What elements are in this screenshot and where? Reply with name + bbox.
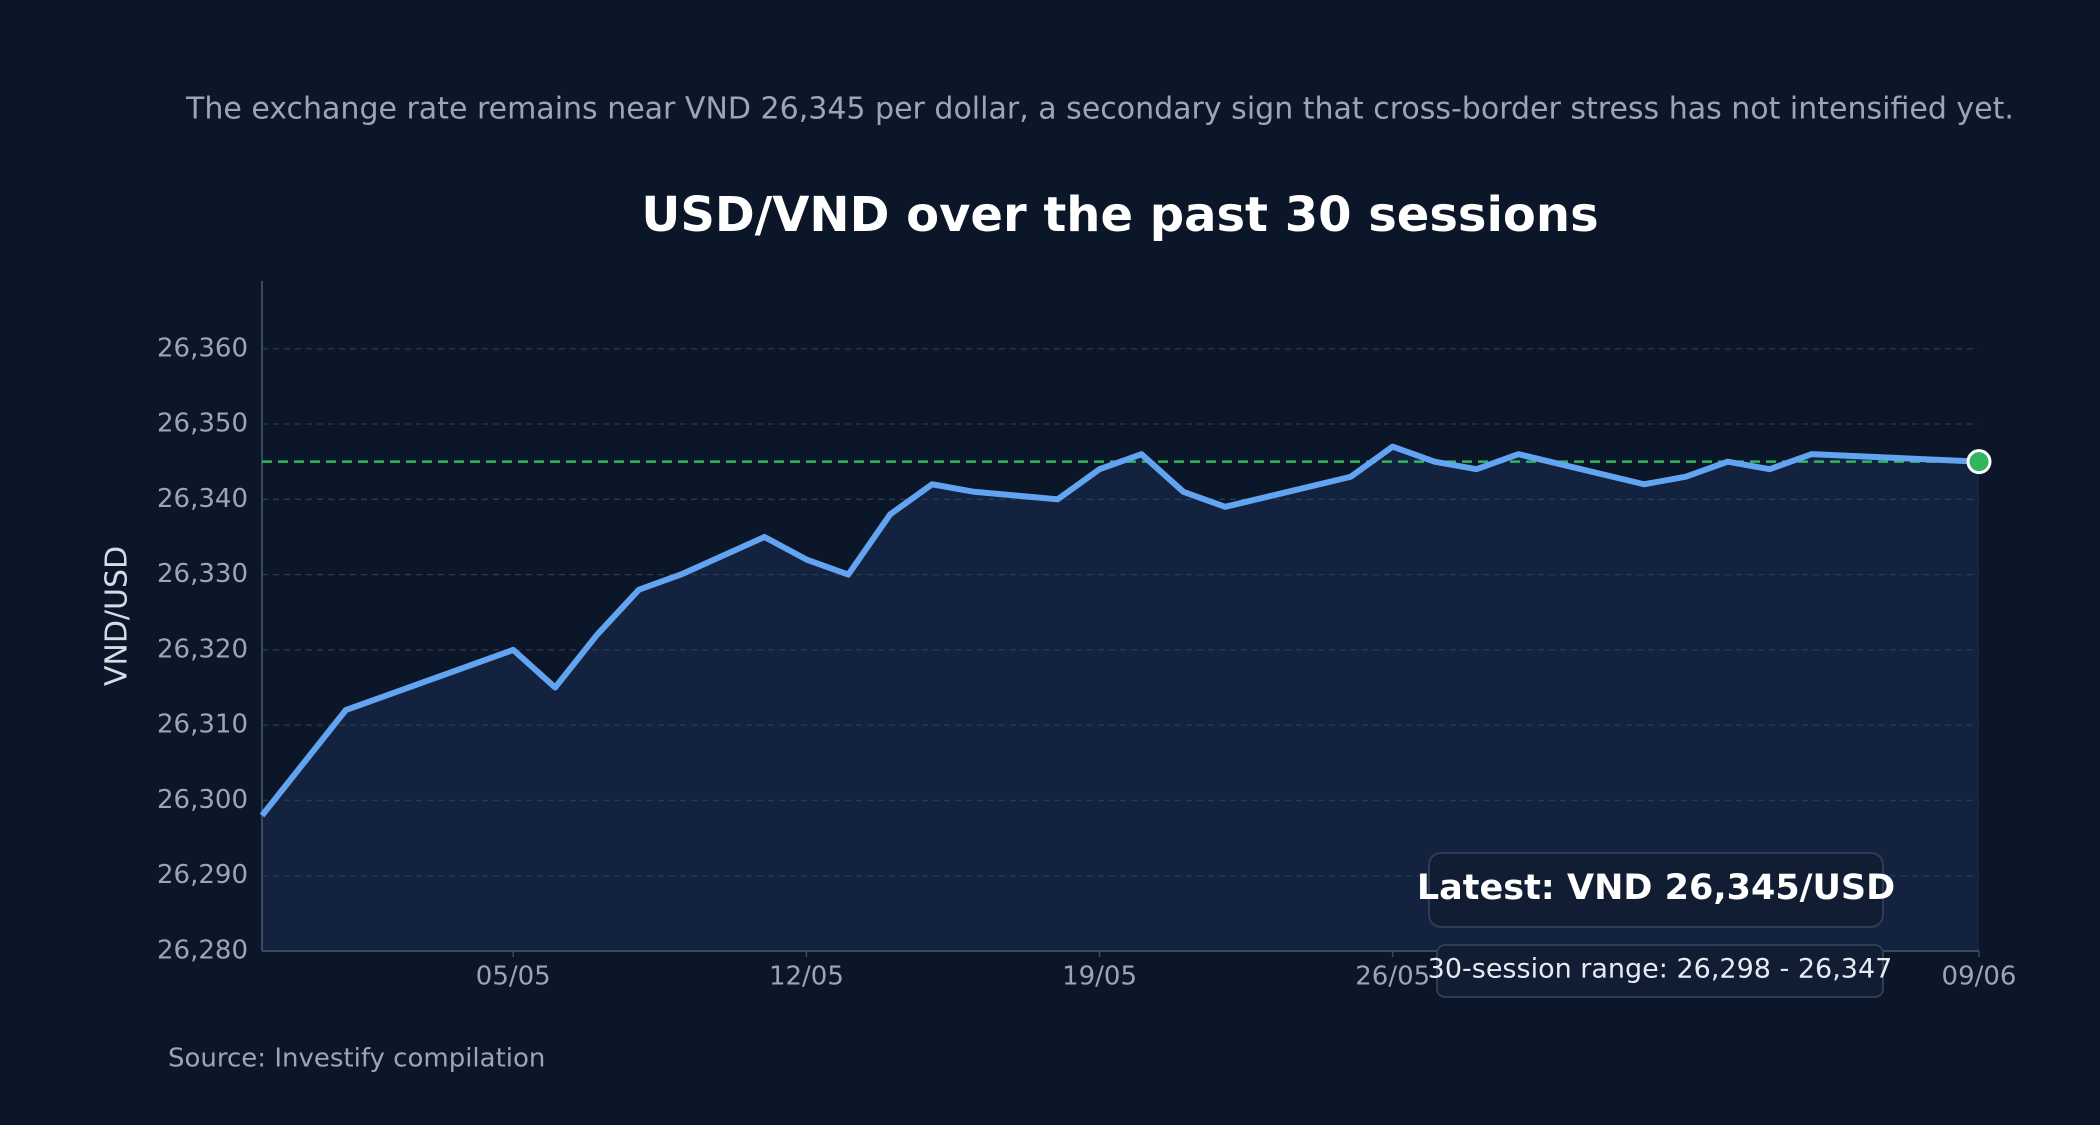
y-tick-label: 26,350 [157, 409, 248, 439]
x-tick-label: 12/05 [769, 962, 844, 992]
source: Source: Investify compilation [168, 1044, 545, 1074]
y-tick-label: 26,310 [157, 710, 248, 740]
y-tick-label: 26,300 [157, 785, 248, 815]
x-tick-label: 09/06 [1942, 962, 2017, 992]
x-tick-label: 05/05 [476, 962, 551, 992]
y-tick-label: 26,330 [157, 559, 248, 589]
annotation: Latest: VND 26,345/USD [1417, 868, 1895, 908]
y-tick-label: 26,320 [157, 634, 248, 664]
y-tick-label: 26,340 [157, 484, 248, 514]
latest-marker [1966, 449, 1992, 475]
y-tick-label: 26,280 [157, 936, 248, 966]
line [259, 443, 1980, 818]
x-tick-label: 26/05 [1355, 962, 1430, 992]
chart-title: USD/VND over the past 30 sessions [641, 187, 1598, 243]
y-tick-label: 26,290 [157, 860, 248, 890]
y-tick-label: 26,360 [157, 333, 248, 363]
y-axis-label: VND/USD [100, 546, 135, 686]
x-tick-label: 19/05 [1062, 962, 1137, 992]
annotation-box [1436, 944, 1884, 998]
annotation-box [1428, 852, 1884, 928]
annotation: 30-session range: 26,298 - 26,347 [1428, 954, 1893, 985]
subtitle: The exchange rate remains near VND 26,34… [185, 92, 2014, 127]
